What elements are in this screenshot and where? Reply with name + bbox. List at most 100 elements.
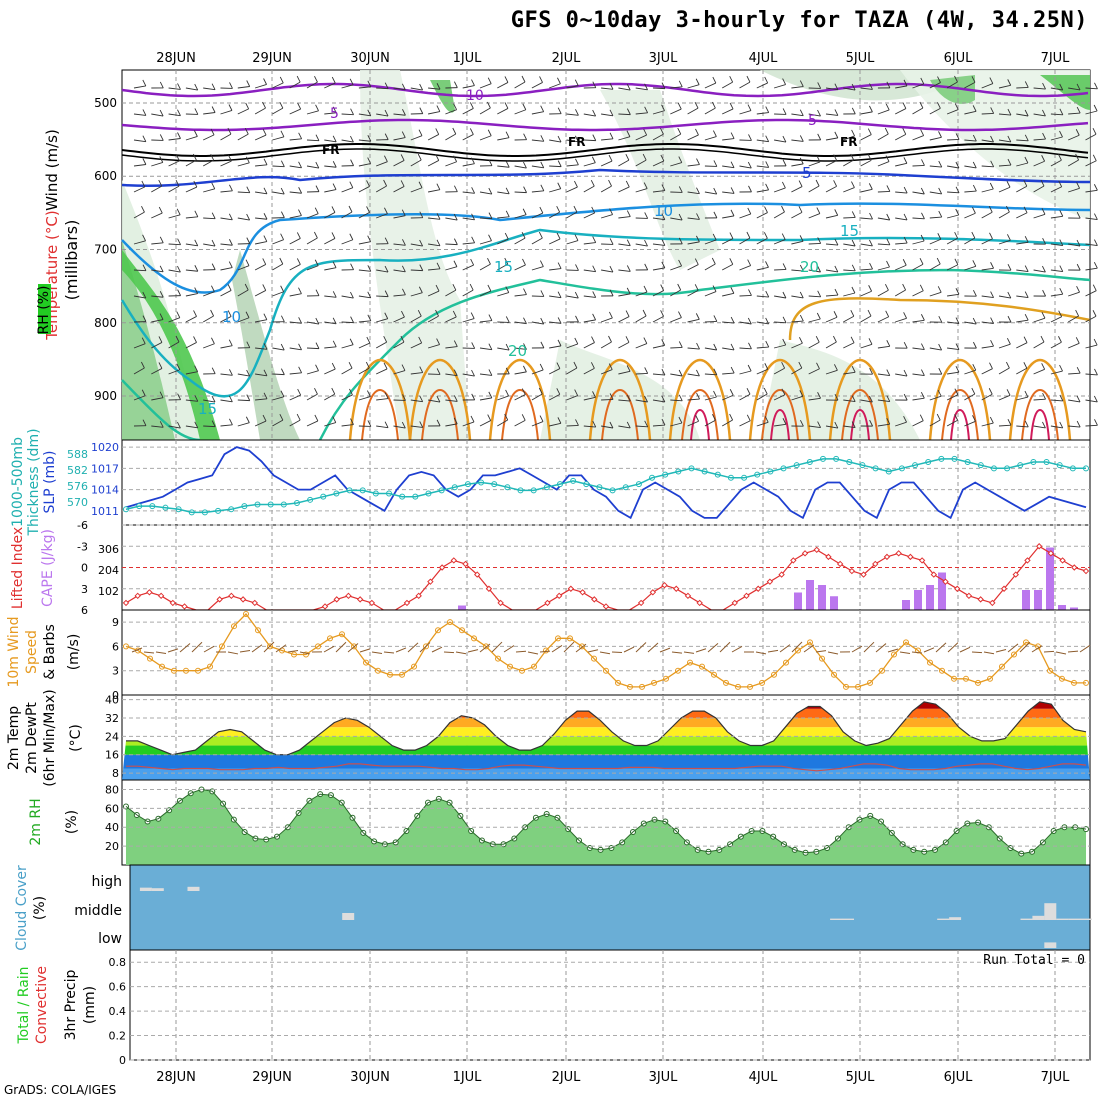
wind-barb — [393, 186, 405, 193]
wind-barb — [601, 425, 614, 429]
wind-barb — [998, 394, 1011, 401]
wind-barb — [151, 113, 164, 117]
wind-barb-flag — [886, 238, 891, 246]
wind-barb-flag — [869, 83, 873, 90]
wind-barb — [583, 396, 596, 401]
wind-barb-flag — [1024, 313, 1029, 321]
wind-barb-flag — [696, 235, 700, 243]
date-label-bottom: 1JUL — [453, 1070, 483, 1085]
wind-barb — [894, 289, 906, 297]
wind-barb — [618, 243, 631, 247]
date-label-top: 5JUL — [846, 51, 876, 66]
wind-barb — [289, 215, 302, 219]
wind-barb — [1033, 185, 1045, 193]
lifted-index-point — [567, 585, 575, 592]
wind-barb-flag — [487, 257, 491, 265]
precip-tick-label: 0.8 — [109, 956, 127, 969]
wind10-barb — [911, 651, 923, 654]
wind-barb-flag — [298, 317, 303, 324]
lifted-index-point — [673, 585, 680, 592]
wind10-axis-unit: (m/s) — [66, 634, 82, 671]
wind-barb-flag — [886, 185, 891, 192]
wind-barb — [203, 87, 216, 91]
wind-barb — [306, 237, 318, 245]
wind-barb-flag — [158, 206, 163, 214]
wind-barb-flag — [557, 291, 562, 298]
date-label-top: 2JUL — [552, 51, 582, 66]
wind-barb-flag — [227, 310, 232, 317]
wind-barb-flag — [919, 101, 924, 109]
wind-barb-flag — [989, 182, 994, 190]
wind-barb-flag — [1007, 418, 1012, 426]
wind-barb-flag — [280, 187, 285, 195]
wind-barb-flag — [573, 361, 578, 369]
wind-barb — [600, 185, 612, 193]
wind-barb-flag — [644, 239, 648, 247]
wind-barb — [946, 214, 959, 219]
wind-barb-flag — [695, 313, 700, 320]
wind-barb-flag — [315, 364, 319, 371]
wind-barb — [497, 347, 510, 351]
wind-barb-flag — [678, 213, 683, 221]
wind-barb — [912, 420, 924, 427]
wind-barb — [998, 295, 1011, 299]
wind-barb-flag — [263, 78, 267, 85]
wind-barb — [1085, 267, 1098, 271]
wind-barb-flag — [263, 392, 268, 399]
lifted-index-point — [134, 592, 141, 600]
wind-barb-flag — [505, 286, 510, 293]
wind10-barb — [491, 641, 503, 653]
wind-barb — [358, 86, 371, 89]
wind-barb — [1085, 243, 1098, 246]
wind-barb — [497, 263, 508, 271]
wind-barb — [652, 110, 665, 115]
wind-barb — [133, 295, 146, 299]
temperature-contour-5 — [121, 168, 1091, 188]
wind-barb-flag — [471, 213, 475, 221]
cloud-level-label: high — [91, 874, 122, 890]
wind-barb — [393, 425, 406, 429]
wind-barb — [635, 372, 648, 375]
wind-barb-flag — [660, 284, 665, 291]
wind-barb-flag — [851, 239, 856, 247]
wind-barb-flag — [419, 366, 424, 373]
wind-barb — [860, 134, 872, 141]
wind-barb — [929, 107, 941, 115]
wind10-tick-label: 3 — [112, 665, 119, 678]
date-label-bottom: 29JUN — [252, 1070, 292, 1085]
date-label-top: 4JUL — [749, 51, 779, 66]
wind-barb-flag — [1076, 420, 1081, 428]
wind-barb — [462, 421, 475, 427]
wind-barb-flag — [229, 369, 233, 376]
wind-barb — [341, 367, 353, 375]
wind-barb — [254, 107, 266, 115]
wind-barb-flag — [798, 180, 803, 187]
wind-barb-flag — [384, 133, 389, 140]
wind10-barb — [179, 643, 191, 653]
wind-barb-flag — [211, 263, 216, 270]
minmax-axis-label: (6hr Min/Max) — [42, 689, 58, 786]
contour-label-temperature: 20 — [508, 342, 527, 360]
slp-tick-label: 1014 — [91, 484, 119, 497]
wind-barb-flag — [540, 317, 545, 325]
wind-barb-flag — [781, 181, 786, 189]
wind-barb-flag — [869, 395, 873, 403]
wind-barb — [531, 421, 544, 427]
lifted-index-point — [965, 592, 973, 600]
wind-barb-flag — [314, 414, 319, 422]
wind-barb — [324, 393, 335, 401]
wind-barb — [324, 321, 337, 325]
wind-barb — [774, 268, 787, 271]
wind-barb-flag — [262, 414, 267, 422]
wind-barb — [825, 160, 837, 167]
wind-barb-flag — [141, 205, 145, 213]
wind-barb-flag — [919, 414, 924, 421]
wind-barb — [497, 238, 509, 245]
wind-barb-flag — [869, 262, 873, 270]
wind-barb-flag — [816, 155, 821, 163]
dewpoint-line — [126, 763, 1087, 772]
wind10-barb — [887, 648, 899, 653]
wind-barb-flag — [228, 395, 233, 403]
wind-barb — [929, 347, 942, 351]
wind-barb-flag — [884, 127, 889, 135]
